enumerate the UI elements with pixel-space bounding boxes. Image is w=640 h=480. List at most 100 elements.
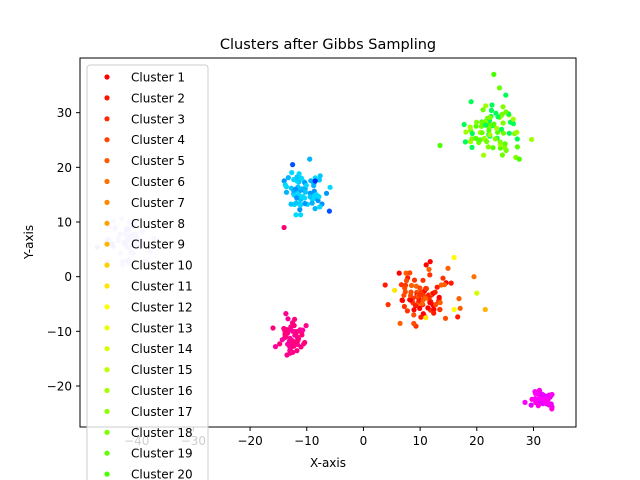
cluster-1-point (489, 102, 495, 108)
cluster-4-point (455, 314, 461, 320)
cluster-2-point (302, 189, 308, 195)
cluster-5-point (300, 327, 306, 333)
cluster-1-point (483, 122, 489, 128)
cluster-5-point (284, 327, 290, 333)
cluster-6-point (539, 391, 545, 397)
cluster-6-point (549, 406, 555, 412)
cluster-1-point (503, 109, 509, 115)
legend-label: Cluster 9 (131, 238, 185, 252)
cluster-1-point (469, 130, 475, 137)
cluster-4-point (426, 266, 432, 272)
cluster-4-point (407, 270, 413, 276)
legend-label: Cluster 4 (131, 133, 185, 147)
cluster-1-point (479, 130, 485, 136)
cluster-5-point (291, 322, 297, 329)
cluster-4-point (408, 289, 414, 295)
cluster-1-point (494, 125, 500, 131)
cluster-1-point (490, 145, 496, 151)
cluster-4-point (456, 296, 462, 302)
legend-marker (104, 325, 110, 331)
cluster-2-point (292, 186, 299, 192)
legend-label: Cluster 3 (131, 112, 185, 126)
cluster-4-point (403, 278, 410, 284)
cluster-1-point (461, 121, 467, 128)
cluster-1-point (467, 124, 473, 130)
cluster-2-point (298, 212, 304, 218)
cluster-2-point (308, 178, 314, 184)
y-tick-label: 20 (57, 161, 72, 175)
cluster-5-point (298, 344, 304, 350)
cluster-5-point (285, 316, 291, 322)
legend: Cluster 1 Cluster 2 Cluster 3 Cluster 4 Clus… (86, 64, 209, 480)
cluster-1-point (487, 132, 493, 138)
cluster-2-point (317, 173, 323, 179)
cluster-4-point (402, 289, 408, 295)
cluster-4-point (412, 303, 419, 309)
cluster-1-point (483, 103, 489, 109)
cluster-1-point (500, 130, 506, 136)
outlier-point (491, 71, 497, 77)
cluster-6-point (535, 403, 541, 409)
cluster-4-point (402, 285, 408, 291)
legend-label: Cluster 12 (131, 300, 193, 314)
cluster-4-point (422, 295, 429, 301)
cluster-4-point (418, 314, 424, 320)
cluster-1-point (487, 114, 493, 120)
cluster-1-point (500, 120, 506, 126)
legend-label: Cluster 14 (131, 342, 193, 356)
cluster-4-point (437, 306, 443, 313)
cluster-4-point (397, 320, 403, 326)
y-axis-ticks: −20 −10 0 10 20 30 (47, 106, 80, 394)
cluster-2-point (302, 200, 308, 207)
cluster-4-point (417, 305, 423, 311)
legend-marker (104, 178, 110, 185)
cluster-4-point (417, 285, 423, 291)
cluster-2-point (297, 202, 303, 208)
cluster-2-point (298, 175, 304, 181)
cluster-2-point (309, 200, 315, 206)
legend-marker (104, 137, 110, 143)
cluster-4-point (442, 315, 449, 321)
cluster-2-point (311, 183, 317, 189)
cluster-2-point (294, 174, 300, 180)
cluster-4-point (401, 303, 407, 310)
cluster-4-point (411, 307, 417, 313)
cluster-5-point (287, 347, 293, 354)
legend-marker (104, 471, 110, 477)
cluster-4-point (407, 297, 413, 303)
cluster-5-point (302, 339, 308, 346)
cluster-2-point (297, 207, 303, 213)
plot-frame (79, 57, 577, 428)
cluster-4-point (427, 272, 433, 278)
cluster-4-point (399, 297, 405, 303)
cluster-2-point (323, 190, 330, 196)
legend-marker (104, 262, 110, 268)
cluster-1-point (488, 107, 494, 113)
cluster-1-point (510, 116, 516, 122)
cluster-4-point (423, 285, 429, 292)
cluster-5-point (270, 325, 276, 331)
cluster-1-point (473, 135, 479, 141)
cluster-5-point (279, 337, 285, 343)
legend-label: Cluster 15 (131, 363, 193, 377)
cluster-1-point (502, 141, 508, 147)
cluster-6-point (539, 395, 546, 402)
x-tick-label: 10 (412, 434, 427, 448)
cluster-4-point (440, 275, 446, 281)
legend-label: Cluster 20 (131, 468, 193, 480)
x-tick-label: 0 (360, 434, 368, 448)
cluster-5-point (288, 338, 294, 344)
cluster-2-point (283, 189, 290, 195)
cluster-4-point (411, 277, 418, 283)
cluster-5-point (294, 348, 300, 354)
legend-label: Cluster 13 (131, 321, 193, 335)
cluster-2-point (300, 194, 306, 200)
legend-label: Cluster 17 (131, 405, 193, 419)
cluster-2-point (282, 182, 288, 188)
cluster-5-point (283, 311, 289, 317)
outlier-point (451, 254, 457, 261)
outlier-point (281, 224, 287, 231)
cluster-5-point (277, 341, 283, 347)
legend-marker (104, 387, 110, 394)
